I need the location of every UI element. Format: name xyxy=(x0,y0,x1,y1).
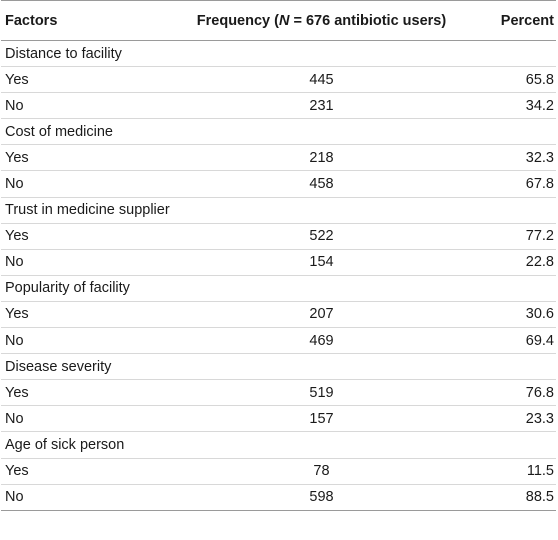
header-factors: Factors xyxy=(1,0,175,41)
header-row: Factors Frequency (N = 676 antibiotic us… xyxy=(1,0,556,41)
row-percent: 76.8 xyxy=(474,379,556,407)
table-row: Yes 218 32.3 xyxy=(1,144,556,172)
row-frequency: 154 xyxy=(175,249,474,276)
group-row: Distance to facility xyxy=(1,40,556,68)
group-label: Disease severity xyxy=(1,353,556,381)
row-label: Yes xyxy=(1,144,175,172)
group-row: Age of sick person xyxy=(1,431,556,459)
group-label: Trust in medicine supplier xyxy=(1,197,556,224)
header-percent: Percent xyxy=(474,0,556,41)
row-label: Yes xyxy=(1,379,175,407)
table-row: Yes 78 11.5 xyxy=(1,458,556,485)
row-label: No xyxy=(1,405,175,433)
table-row: Yes 519 76.8 xyxy=(1,379,556,407)
row-frequency: 231 xyxy=(175,92,474,120)
table-row: No 154 22.8 xyxy=(1,249,556,276)
header-frequency-n: N xyxy=(278,12,290,29)
row-label: Yes xyxy=(1,301,175,329)
table-row: Yes 207 30.6 xyxy=(1,301,556,329)
group-label: Cost of medicine xyxy=(1,118,556,146)
row-percent: 69.4 xyxy=(474,327,556,355)
table-row: No 458 67.8 xyxy=(1,170,556,198)
row-label: No xyxy=(1,92,175,120)
row-frequency: 207 xyxy=(175,301,474,329)
row-percent: 88.5 xyxy=(474,484,556,511)
table-row: No 157 23.3 xyxy=(1,405,556,433)
row-percent: 77.2 xyxy=(474,223,556,250)
row-percent: 23.3 xyxy=(474,405,556,433)
group-label: Popularity of facility xyxy=(1,275,556,302)
group-label: Distance to facility xyxy=(1,40,556,68)
table-row: No 231 34.2 xyxy=(1,92,556,120)
table-row: No 469 69.4 xyxy=(1,327,556,355)
row-label: No xyxy=(1,484,175,511)
row-percent: 30.6 xyxy=(474,301,556,329)
row-label: No xyxy=(1,170,175,198)
group-row: Cost of medicine xyxy=(1,118,556,146)
row-percent: 34.2 xyxy=(474,92,556,120)
row-frequency: 157 xyxy=(175,405,474,433)
header-frequency-prefix: Frequency ( xyxy=(196,12,279,29)
group-row: Disease severity xyxy=(1,353,556,381)
row-label: No xyxy=(1,249,175,276)
row-percent: 67.8 xyxy=(474,170,556,198)
table-body: Distance to facility Yes 445 65.8 No 231… xyxy=(1,40,556,511)
row-percent: 65.8 xyxy=(474,66,556,94)
row-frequency: 598 xyxy=(175,484,474,511)
row-percent: 22.8 xyxy=(474,249,556,276)
row-frequency: 519 xyxy=(175,379,474,407)
antibiotic-factors-table: Factors Frequency (N = 676 antibiotic us… xyxy=(1,0,556,511)
row-label: Yes xyxy=(1,223,175,250)
header-frequency: Frequency (N = 676 antibiotic users) xyxy=(175,0,474,41)
table-row: No 598 88.5 xyxy=(1,484,556,511)
row-frequency: 218 xyxy=(175,144,474,172)
row-label: Yes xyxy=(1,66,175,94)
row-label: No xyxy=(1,327,175,355)
row-percent: 11.5 xyxy=(474,458,556,485)
header-frequency-suffix: = 676 antibiotic users) xyxy=(289,12,447,29)
row-frequency: 522 xyxy=(175,223,474,250)
table-row: Yes 522 77.2 xyxy=(1,223,556,250)
group-row: Trust in medicine supplier xyxy=(1,197,556,224)
row-frequency: 469 xyxy=(175,327,474,355)
row-frequency: 78 xyxy=(175,458,474,485)
row-frequency: 458 xyxy=(175,170,474,198)
row-percent: 32.3 xyxy=(474,144,556,172)
row-label: Yes xyxy=(1,458,175,485)
group-row: Popularity of facility xyxy=(1,275,556,302)
table-header: Factors Frequency (N = 676 antibiotic us… xyxy=(1,0,556,41)
table-row: Yes 445 65.8 xyxy=(1,66,556,94)
group-label: Age of sick person xyxy=(1,431,556,459)
row-frequency: 445 xyxy=(175,66,474,94)
